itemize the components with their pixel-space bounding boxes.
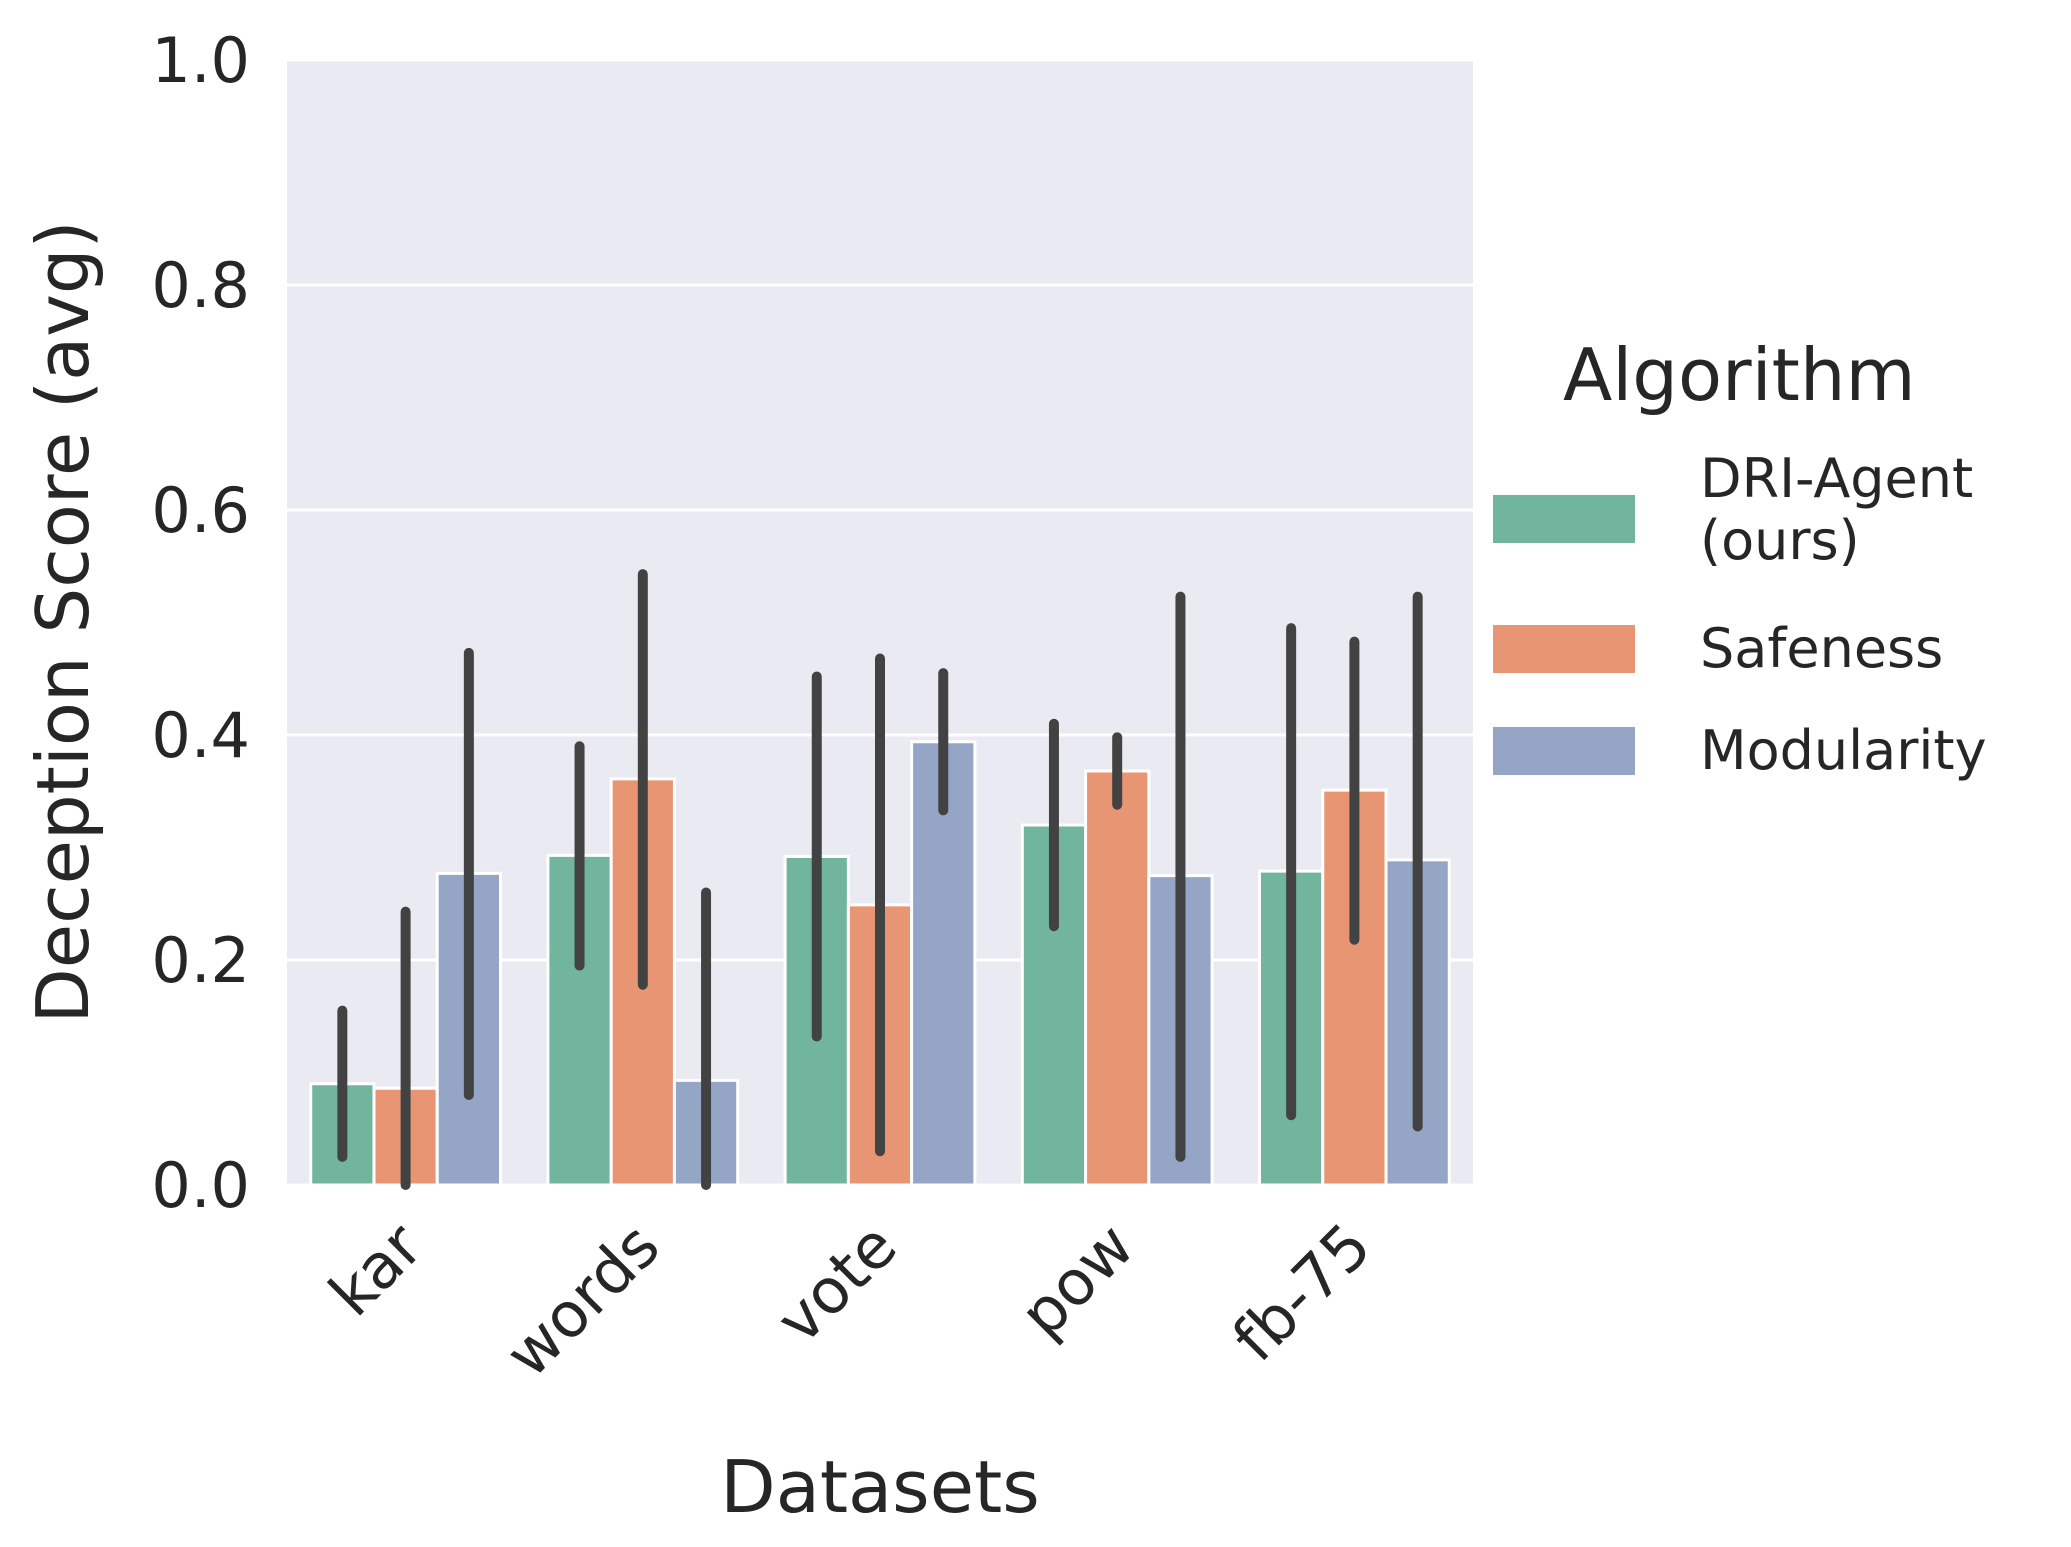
legend-swatch [1493,625,1635,673]
y-tick-labels: 0.0 0.2 0.4 0.6 0.8 1.0 [151,24,250,1222]
x-tick-labels: kar words vote pow fb-75 [315,1209,1385,1392]
legend-swatch [1493,495,1635,543]
y-tick-label: 0.4 [151,699,250,772]
x-axis-title: Datasets [720,1445,1039,1529]
legend-label: Modularity [1700,719,1987,782]
legend-label: Safeness [1700,617,1943,680]
y-tick-label: 0.0 [151,1149,250,1222]
bars [309,740,1451,1187]
x-tick-label: pow [1006,1209,1148,1351]
x-tick-label: vote [762,1209,911,1358]
legend: Algorithm DRI-Agent (ours) Safeness Modular… [1493,333,1987,782]
y-axis-title: Deception Score (avg) [21,220,105,1023]
x-tick-label: words [491,1209,673,1391]
legend-title: Algorithm [1563,333,1916,417]
bar-pow-safeness [1084,769,1151,1187]
legend-swatch [1493,727,1635,775]
y-tick-label: 0.2 [151,924,250,997]
y-tick-label: 1.0 [151,24,250,97]
x-tick-label: kar [315,1209,436,1330]
x-tick-label: fb-75 [1219,1209,1385,1375]
legend-label: DRI-Agent (ours) [1700,447,1973,572]
y-tick-label: 0.6 [151,474,250,547]
y-tick-label: 0.8 [151,249,250,322]
error-bars [337,569,1423,1190]
